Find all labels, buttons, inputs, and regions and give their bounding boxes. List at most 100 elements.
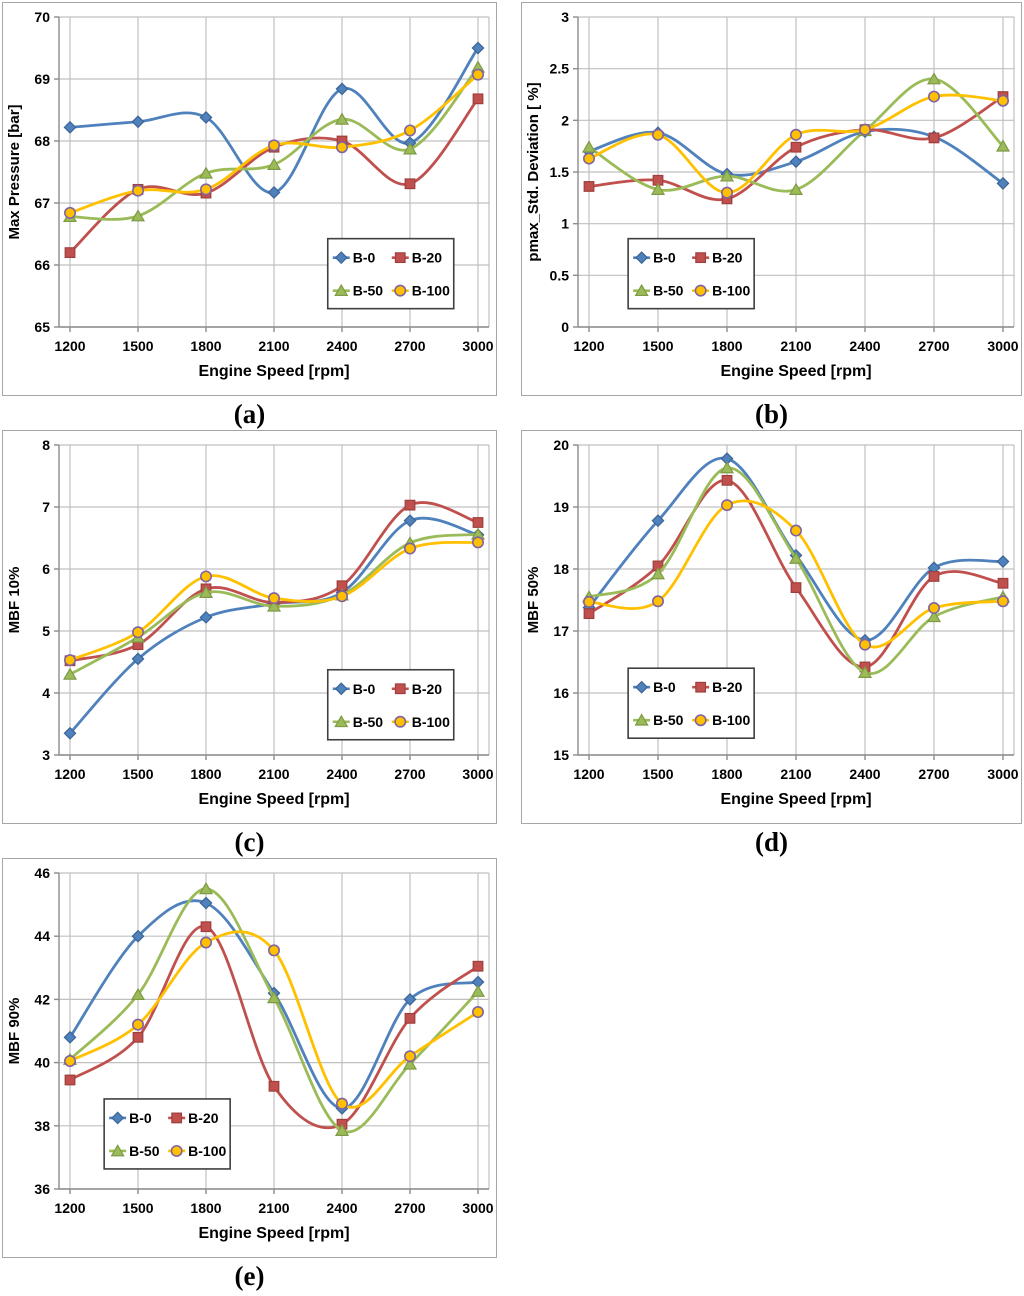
legend-label-B-0: B-0 (353, 681, 376, 697)
chart-panel-d: 15 16 17 18 19 20 1200 1500 1800 2100 2400 2700 3000… (521, 430, 1022, 824)
triangle-marker (857, 665, 873, 678)
x-tick-label: 1500 (122, 338, 153, 354)
y-tick-label: 38 (34, 1118, 50, 1134)
x-tick-label: 2700 (918, 766, 949, 782)
series-B-100 (582, 499, 1009, 651)
triangle-marker (926, 72, 942, 85)
square-marker (64, 247, 76, 259)
triangle-marker (719, 169, 735, 182)
legend-label-B-20: B-20 (188, 1110, 219, 1126)
square-marker (790, 141, 802, 153)
circle-marker (394, 715, 407, 728)
circle-marker (335, 1097, 348, 1110)
series-B-100 (63, 68, 484, 219)
square-marker (695, 252, 707, 264)
chart-panel-c: 3 4 5 6 7 8 1200 1500 1800 2100 2400 2700 3000 Engine… (2, 430, 497, 824)
square-marker (472, 517, 484, 528)
circle-marker (170, 1144, 183, 1157)
axes: 0 0.5 1 1.5 2 2.5 3 1200 1500 1800 2100 2400 2700 300… (550, 9, 1019, 354)
x-tick-label: 3000 (462, 1200, 493, 1216)
x-tick-label: 2400 (849, 766, 880, 782)
circle-marker (996, 94, 1009, 107)
x-tick-label: 1500 (642, 338, 673, 354)
y-tick-label: 18 (553, 561, 569, 577)
y-tick-label: 19 (553, 499, 569, 515)
legend-label-B-20: B-20 (712, 679, 743, 695)
x-tick-label: 1200 (54, 766, 85, 782)
x-tick-label: 1500 (122, 1200, 153, 1216)
x-tick-label: 1200 (54, 338, 85, 354)
legend-label-B-50: B-50 (653, 712, 684, 728)
circle-marker (200, 936, 213, 949)
caption-c: (c) (234, 827, 265, 857)
y-tick-label: 8 (42, 437, 50, 453)
square-marker (997, 577, 1009, 589)
square-marker (64, 1074, 76, 1086)
y-tick-label: 5 (42, 623, 50, 639)
legend-label-B-100: B-100 (712, 712, 750, 728)
axes: 15 16 17 18 19 20 1200 1500 1800 2100 2400 2700 3000 (553, 437, 1018, 782)
y-tick-label: 6 (42, 561, 50, 577)
triangle-marker (995, 139, 1011, 152)
diamond-marker (131, 652, 145, 666)
square-marker (790, 582, 802, 594)
square-marker (472, 960, 484, 972)
circle-marker (267, 944, 280, 957)
x-tick-label: 1800 (711, 766, 742, 782)
legend-label-B-50: B-50 (129, 1143, 160, 1159)
x-axis-title: Engine Speed [rpm] (198, 363, 349, 380)
square-marker (695, 681, 707, 693)
x-axis-title: Engine Speed [rpm] (720, 791, 871, 808)
triangle-marker (581, 140, 597, 153)
legend: B-0 B-20 B-50 B-100 (326, 237, 455, 310)
diamond-marker (334, 682, 348, 696)
y-tick-label: 69 (34, 71, 50, 87)
caption-d: (d) (755, 827, 788, 857)
axes: 65 66 67 68 69 70 1200 1500 1800 2100 2400 2700 3000 (34, 9, 493, 354)
y-tick-label: 46 (34, 865, 50, 881)
legend-label-B-50: B-50 (353, 714, 384, 730)
square-marker (583, 608, 595, 620)
square-marker (404, 178, 416, 190)
chart-a-svg: 65 66 67 68 69 70 1200 1500 1800 2100 2400 2700 3000… (6, 9, 494, 380)
x-tick-label: 2700 (394, 338, 425, 354)
diamond-marker (267, 186, 281, 199)
diamond-marker (199, 896, 213, 910)
y-tick-label: 20 (553, 437, 569, 453)
circle-marker (63, 206, 76, 219)
x-tick-label: 3000 (462, 766, 493, 782)
triangle-marker (110, 1144, 125, 1157)
circle-marker (789, 524, 802, 537)
legend: B-0 B-20 B-50 B-100 (103, 1098, 231, 1170)
legend-label-B-0: B-0 (653, 679, 676, 695)
y-tick-label: 68 (34, 133, 50, 149)
circle-marker (789, 128, 802, 141)
circle-marker (694, 284, 707, 297)
triangle-marker (634, 713, 649, 726)
x-tick-label: 2400 (326, 766, 357, 782)
diamond-marker (335, 82, 349, 96)
circle-marker (471, 68, 484, 81)
circle-marker (403, 542, 416, 555)
square-marker (200, 921, 212, 933)
y-tick-label: 1.5 (550, 164, 570, 180)
triangle-marker (402, 142, 418, 155)
circle-marker (471, 1006, 484, 1019)
chart-e-svg: 36 38 40 42 44 46 1200 1500 1800 2100 2400 2700 3000… (6, 865, 494, 1242)
legend-label-B-50: B-50 (653, 283, 684, 299)
triangle-marker (650, 567, 666, 580)
chart-panel-e: 36 38 40 42 44 46 1200 1500 1800 2100 2400 2700 3000… (2, 858, 497, 1258)
circle-marker (200, 570, 213, 583)
circle-marker (200, 183, 213, 196)
diamond-marker (403, 992, 417, 1006)
y-tick-label: 15 (553, 747, 569, 763)
triangle-marker (634, 283, 649, 297)
diamond-marker (403, 514, 417, 528)
x-tick-label: 1500 (122, 766, 153, 782)
circle-marker (694, 714, 707, 727)
triangle-marker (130, 209, 146, 222)
diamond-marker (651, 514, 665, 528)
legend-label-B-100: B-100 (188, 1143, 226, 1159)
diamond-marker (996, 555, 1010, 569)
circle-marker (403, 124, 416, 137)
